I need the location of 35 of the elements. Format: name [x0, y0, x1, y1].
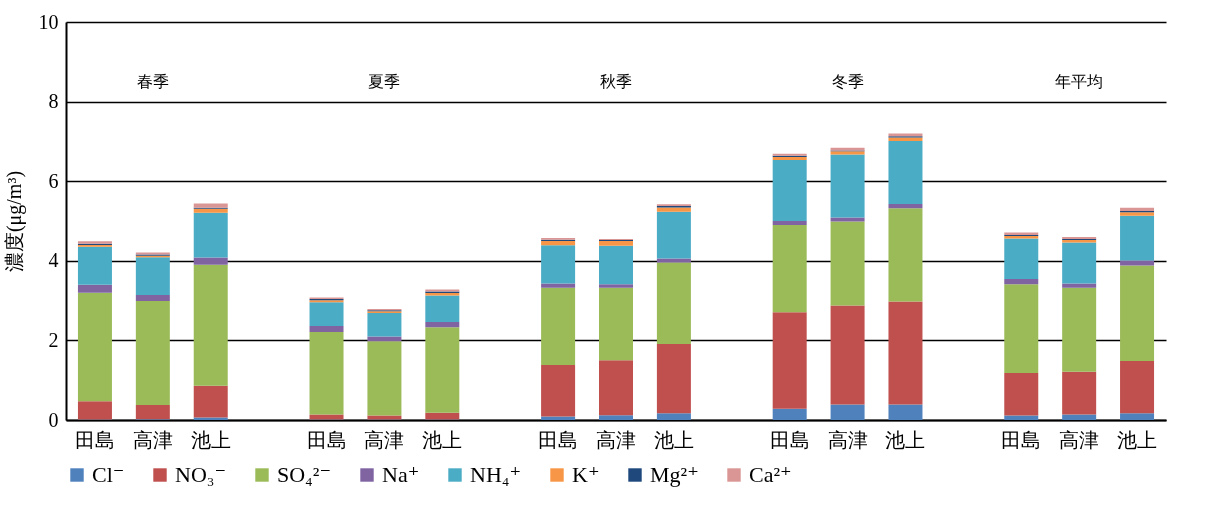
legend-label: Na⁺: [382, 462, 420, 487]
annotation: 夏季: [368, 71, 401, 91]
x-tick-label: 田島: [306, 428, 347, 451]
x-tick-label: 池上: [885, 428, 926, 451]
y-tick-label: 6: [48, 169, 59, 192]
y-axis-title: 濃度(μg/m³): [2, 170, 26, 273]
x-tick-label: 高津: [132, 428, 173, 451]
legend-label: NH₄⁺: [470, 462, 522, 487]
x-tick-label: 池上: [190, 428, 231, 451]
legend-label: Cl⁻: [92, 462, 125, 487]
y-tick-label: 10: [38, 10, 59, 33]
y-tick-label: 2: [48, 328, 59, 351]
x-tick-label: 高津: [364, 428, 405, 451]
y-tick-label: 4: [48, 249, 59, 272]
x-tick-label: 池上: [422, 428, 463, 451]
x-tick-label: 池上: [653, 428, 694, 451]
x-tick-label: 高津: [1059, 428, 1100, 451]
x-tick-label: 池上: [1117, 428, 1158, 451]
annotation: 冬季: [831, 71, 864, 91]
x-tick-label: 高津: [596, 428, 636, 451]
legend-label: K⁺: [572, 462, 600, 487]
legend-label: Ca²⁺: [749, 462, 792, 487]
legend-label: Mg²⁺: [650, 462, 699, 487]
y-tick-label: 8: [48, 90, 59, 113]
annotation: 秋季: [600, 71, 632, 91]
annotation: 年平均: [1055, 71, 1104, 91]
x-tick-label: 田島: [769, 428, 810, 451]
x-tick-label: 高津: [827, 428, 868, 451]
annotation: 春季: [136, 71, 169, 91]
y-tick-label: 0: [48, 408, 59, 431]
x-tick-label: 田島: [538, 428, 579, 451]
legend-label: NO₃⁻: [175, 462, 227, 487]
x-tick-label: 田島: [1001, 428, 1042, 451]
x-tick-label: 田島: [74, 428, 115, 451]
legend-label: SO₄²⁻: [277, 462, 332, 487]
